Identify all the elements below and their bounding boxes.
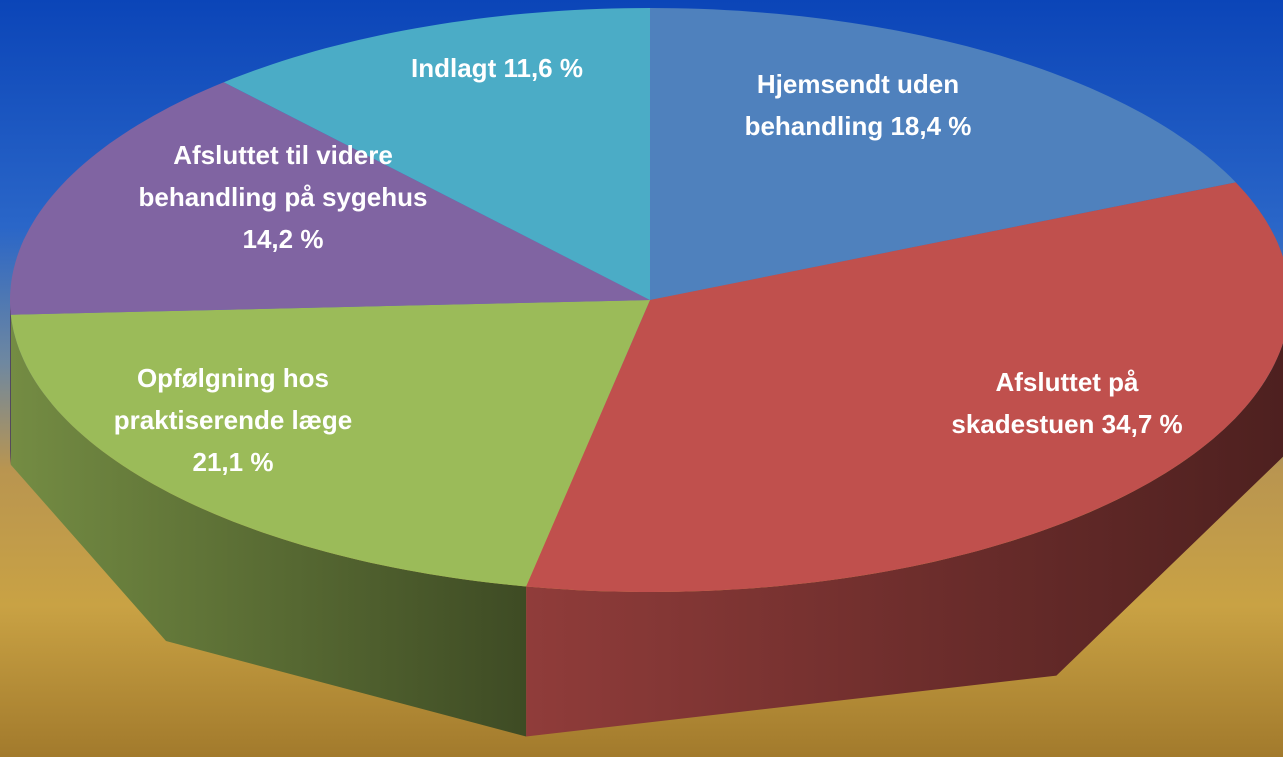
slice-side xyxy=(10,314,527,737)
slice-side xyxy=(10,300,11,465)
slice-side xyxy=(526,342,1283,737)
category-label: Opfølgning hos praktiserende læge xyxy=(113,363,353,435)
value-label: 21,1 % xyxy=(192,447,274,477)
slice xyxy=(10,300,651,587)
slice-label: Indlagt 11,6 % xyxy=(367,47,627,89)
slice xyxy=(526,182,1283,592)
category-label: Hjemsendt uden behandling xyxy=(744,69,960,141)
category-label: Afsluttet på skadestuen xyxy=(951,367,1139,439)
category-label: Afsluttet til videre behandling på sygeh… xyxy=(138,140,428,212)
slice-label: Hjemsendt uden behandling 18,4 % xyxy=(713,63,1003,147)
slice-label: Afsluttet til videre behandling på sygeh… xyxy=(108,134,458,260)
slice-label: Afsluttet på skadestuen 34,7 % xyxy=(922,361,1212,445)
value-label: 34,7 % xyxy=(1101,409,1183,439)
slice xyxy=(650,8,1236,300)
slice xyxy=(10,82,650,315)
value-label: 14,2 % xyxy=(242,224,324,254)
slice xyxy=(223,8,651,300)
value-label: 11,6 % xyxy=(503,53,583,83)
slice-label: Opfølgning hos praktiserende læge 21,1 % xyxy=(83,357,383,483)
category-label: Indlagt xyxy=(411,53,497,83)
value-label: 18,4 % xyxy=(890,111,972,141)
